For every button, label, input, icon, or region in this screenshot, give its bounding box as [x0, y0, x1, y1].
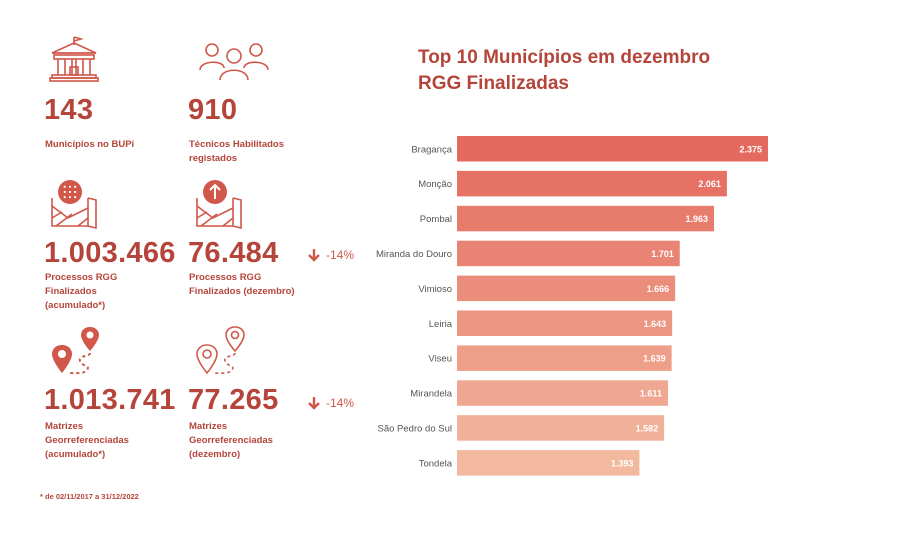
bar-3: [457, 240, 680, 267]
category-label-0: Bragança: [411, 144, 452, 155]
processos-delta-value: -14%: [326, 248, 355, 262]
value-label-7: 1.611: [640, 389, 662, 399]
bar-8: [457, 415, 665, 441]
value-label-4: 1.666: [647, 284, 670, 294]
value-label-9: 1.393: [611, 458, 634, 468]
kpi-municipios-label: Municípios no BUPi: [45, 139, 135, 150]
route-pins-outline-icon: [195, 325, 247, 377]
matrizes-delta-badge: -14%: [308, 396, 354, 410]
route-pins-icon: [50, 325, 102, 377]
bar-0: [457, 136, 768, 162]
value-label-2: 1.963: [686, 214, 709, 224]
chart-title: Top 10 Municípios em dezembro: [418, 47, 711, 68]
users-group-icon: [198, 38, 270, 82]
value-label-3: 1.701: [651, 249, 674, 259]
kpi-matrizes-acum-value: 1.013.741: [44, 384, 176, 416]
kpi-matrizes-dez-label: Matrizes Georreferenciadas (dezembro): [189, 421, 273, 460]
kpi-processos-dez-value: 76.484: [188, 237, 279, 269]
bar-4: [457, 275, 676, 302]
bar-9: [457, 450, 640, 476]
bar-7: [457, 380, 668, 406]
arrow-down-icon: [308, 397, 320, 410]
map-upload-icon: [193, 178, 245, 230]
kpi-matrizes-dez-value: 77.265: [188, 384, 279, 416]
category-label-6: Viseu: [428, 354, 452, 365]
kpi-matrizes-acum-label: Matrizes Georreferenciadas (acumulado*): [45, 421, 129, 460]
bar-6: [457, 345, 672, 371]
bar-5: [457, 310, 673, 336]
chart-subtitle: RGG Finalizadas: [418, 73, 569, 94]
value-label-5: 1.643: [644, 319, 667, 329]
category-label-3: Miranda do Douro: [376, 249, 452, 260]
bar-1: [457, 170, 727, 197]
category-label-1: Monção: [418, 179, 452, 190]
kpi-municipios-value: 143: [44, 94, 94, 126]
category-label-9: Tondela: [419, 458, 453, 469]
kpi-tecnicos-value: 910: [188, 94, 238, 126]
category-label-4: Vimioso: [418, 284, 452, 295]
value-label-8: 1.582: [636, 423, 659, 433]
town-hall-icon: [48, 35, 100, 83]
matrizes-delta-value: -14%: [326, 396, 355, 410]
kpi-processos-dez-label: Processos RGG Finalizados (dezembro): [189, 272, 295, 297]
category-label-5: Leiria: [429, 319, 453, 330]
arrow-down-icon: [308, 249, 320, 262]
kpi-processos-acum-label: Processos RGG Finalizados (acumulado*): [45, 272, 118, 311]
kpi-processos-acum-value: 1.003.466: [44, 237, 176, 269]
value-label-6: 1.639: [643, 354, 666, 364]
value-label-0: 2.375: [739, 144, 762, 154]
processos-delta-badge: -14%: [308, 248, 354, 262]
category-label-8: São Pedro do Sul: [378, 423, 452, 434]
map-grid-icon: [48, 178, 100, 230]
kpi-tecnicos-label: Técnicos Habilitados registados: [189, 139, 285, 164]
category-label-7: Mirandela: [410, 389, 452, 400]
value-label-1: 2.061: [698, 179, 721, 189]
bar-2: [457, 205, 715, 232]
footnote: * de 02/11/2017 a 31/12/2022: [40, 492, 139, 501]
category-label-2: Pombal: [420, 214, 452, 225]
